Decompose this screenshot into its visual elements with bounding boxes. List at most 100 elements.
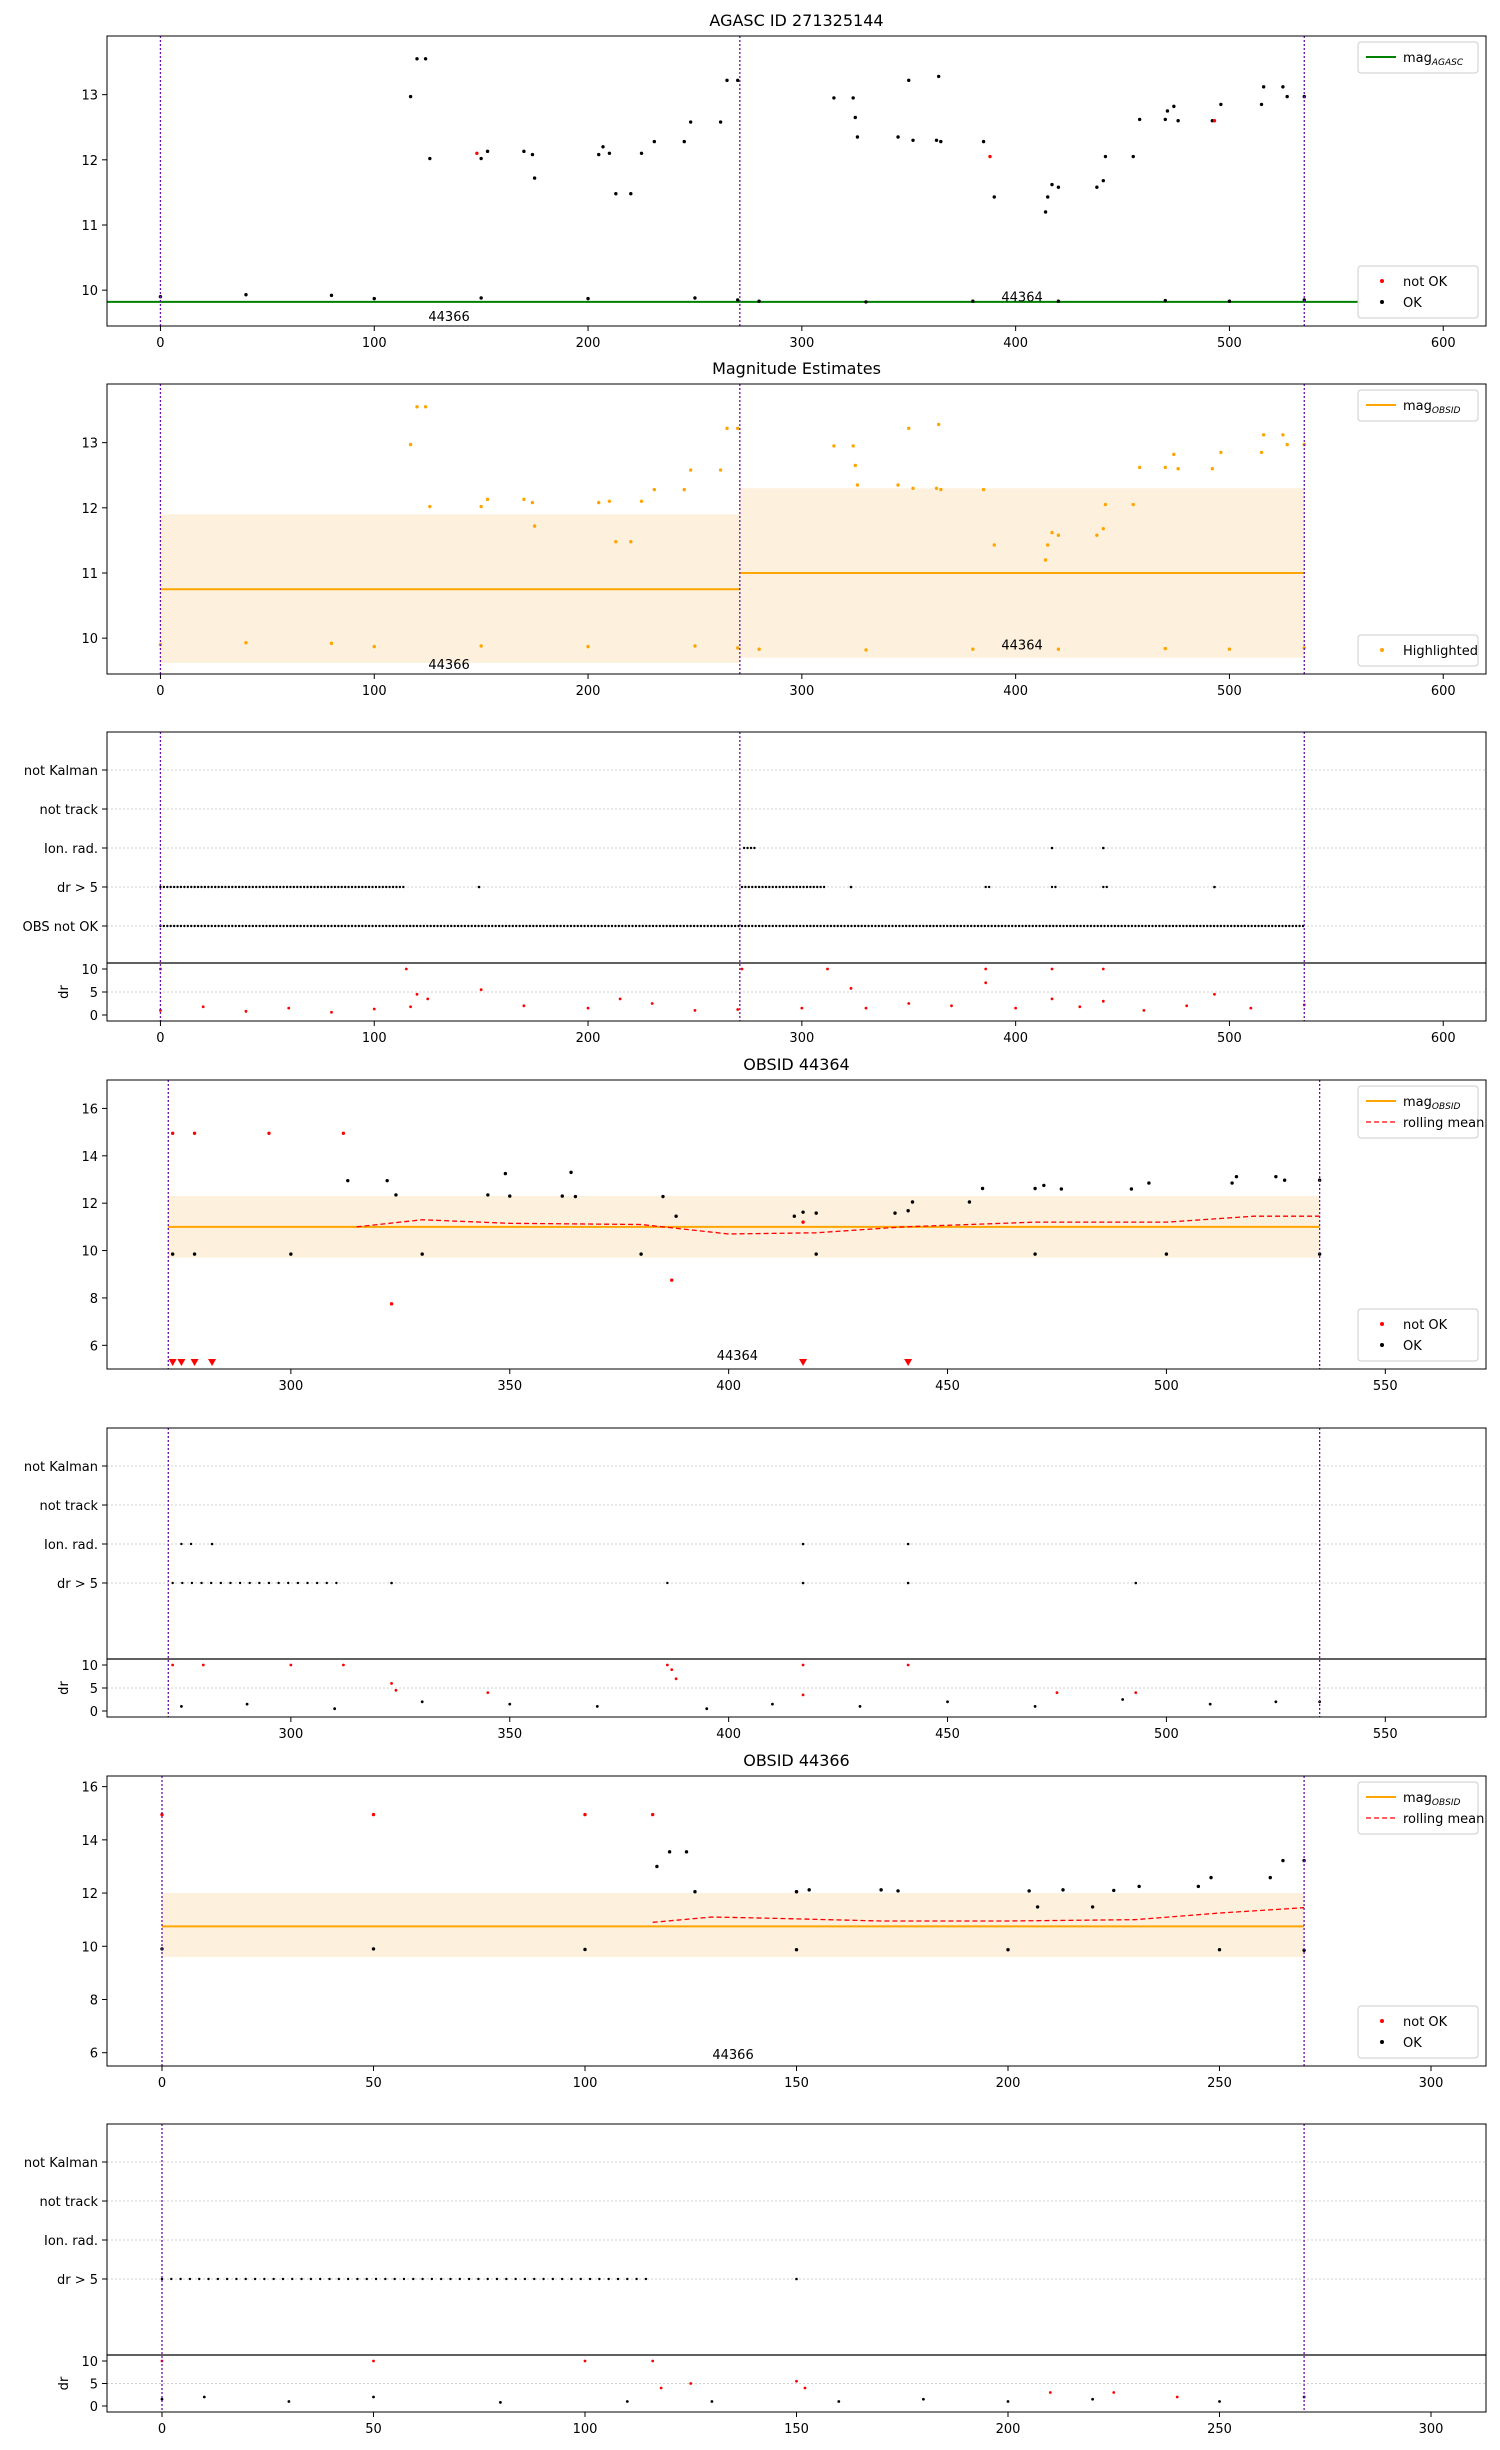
- flag-point: [1288, 924, 1291, 928]
- flag-point: [881, 924, 884, 928]
- mag-point: [757, 647, 761, 651]
- flag-point: [521, 924, 525, 928]
- flag-point: [384, 2277, 387, 2281]
- mag-point: [341, 1131, 346, 1135]
- flag-point: [665, 924, 668, 928]
- mag-point: [655, 1864, 659, 1869]
- mag-point: [485, 149, 490, 154]
- flag-point: [463, 924, 467, 928]
- mag-point: [981, 487, 986, 492]
- mag-point: [1101, 526, 1106, 531]
- flag-point: [402, 2277, 406, 2281]
- flag-point: [1154, 924, 1158, 928]
- flag-point: [922, 924, 925, 928]
- y-tick-label: 11: [81, 219, 98, 234]
- flag-point: [1055, 924, 1058, 928]
- obsid-annotation: 44364: [717, 1349, 758, 1364]
- dr-point: [625, 2400, 629, 2403]
- flag-point: [535, 924, 538, 928]
- flag-point: [306, 924, 309, 928]
- mag-point: [718, 468, 723, 472]
- flag-point: [552, 924, 556, 928]
- flag-point: [408, 924, 412, 928]
- flag-point: [207, 2277, 210, 2281]
- mag-point: [1176, 467, 1180, 471]
- flag-point: [261, 885, 265, 889]
- dr-point: [201, 1005, 205, 1009]
- flag-point: [388, 885, 391, 889]
- mag-point: [1210, 467, 1215, 471]
- flag-point: [542, 924, 545, 928]
- flag-point: [213, 885, 217, 889]
- flag-point: [313, 885, 316, 889]
- mag-point: [192, 1252, 197, 1256]
- flag-point: [1164, 924, 1168, 928]
- flag-point: [357, 885, 361, 889]
- flag-point: [508, 924, 511, 928]
- flag-point: [1253, 924, 1257, 928]
- flag-point: [330, 885, 333, 889]
- flag-point: [374, 885, 378, 889]
- flag-point: [901, 924, 904, 928]
- flag-point: [306, 1581, 309, 1585]
- panel-obs44366: OBSID 44366 6 8 10 12 14 16 44366 0 50 100 150 200 25…: [81, 1751, 1487, 2091]
- flag-point: [802, 885, 805, 889]
- x-tick-label: 100: [573, 2422, 598, 2437]
- dr-point: [1006, 2400, 1010, 2403]
- flag-point: [467, 2277, 471, 2281]
- flag-point: [751, 924, 754, 928]
- mag-point: [1217, 1948, 1222, 1952]
- flag-point: [198, 2277, 201, 2281]
- flag-point: [1014, 924, 1017, 928]
- mag-point: [1212, 119, 1217, 123]
- flag-point: [326, 885, 330, 889]
- mag-point: [992, 195, 996, 199]
- flag-point: [367, 885, 371, 889]
- mag-point: [1302, 298, 1306, 302]
- dr-point: [858, 1705, 862, 1708]
- x-tick-label: 550: [1373, 1727, 1398, 1742]
- dr-axis-label: dr: [57, 985, 72, 999]
- flag-point: [997, 924, 1000, 928]
- flag-point: [588, 2277, 592, 2281]
- y-tick-label: 16: [81, 1102, 98, 1117]
- mag-point: [1027, 1889, 1031, 1893]
- flag-point: [908, 924, 911, 928]
- flag-point: [560, 2277, 564, 2281]
- flag-point: [1041, 924, 1045, 928]
- flag-point: [662, 924, 665, 928]
- dr-point: [1033, 1705, 1037, 1708]
- flag-point: [846, 924, 850, 928]
- mag-point: [832, 444, 836, 448]
- dr-point: [583, 2359, 587, 2363]
- flag-point: [826, 924, 829, 928]
- flag-point: [309, 885, 313, 889]
- flag-point: [1058, 924, 1062, 928]
- flag-point: [744, 924, 747, 928]
- flag-point: [607, 924, 610, 928]
- flag-point: [976, 924, 980, 928]
- flag-point: [364, 885, 367, 889]
- dr-point: [689, 2382, 693, 2385]
- mag-point: [1219, 450, 1223, 455]
- flag-row-label: Ion. rad.: [44, 842, 98, 857]
- x-tick-label: 150: [784, 2422, 809, 2437]
- mag-point: [907, 78, 911, 83]
- dr-point: [1055, 1691, 1059, 1694]
- mag-point: [670, 1278, 674, 1282]
- dr-point: [984, 967, 988, 971]
- mag-point: [1285, 94, 1289, 99]
- flag-point: [583, 924, 586, 928]
- mag-point: [1163, 646, 1168, 651]
- flag-point: [1072, 924, 1075, 928]
- flag-point: [1240, 924, 1243, 928]
- flag-point: [378, 885, 381, 889]
- dr-point: [670, 1668, 674, 1671]
- mag-point: [1061, 1888, 1065, 1892]
- mag-point: [911, 138, 915, 142]
- dr-point: [1208, 1702, 1212, 1706]
- dr-axis-label: dr: [57, 1681, 72, 1695]
- x-tick-label: 550: [1373, 1379, 1398, 1394]
- mag-point: [569, 1170, 573, 1175]
- flag-point: [586, 924, 590, 928]
